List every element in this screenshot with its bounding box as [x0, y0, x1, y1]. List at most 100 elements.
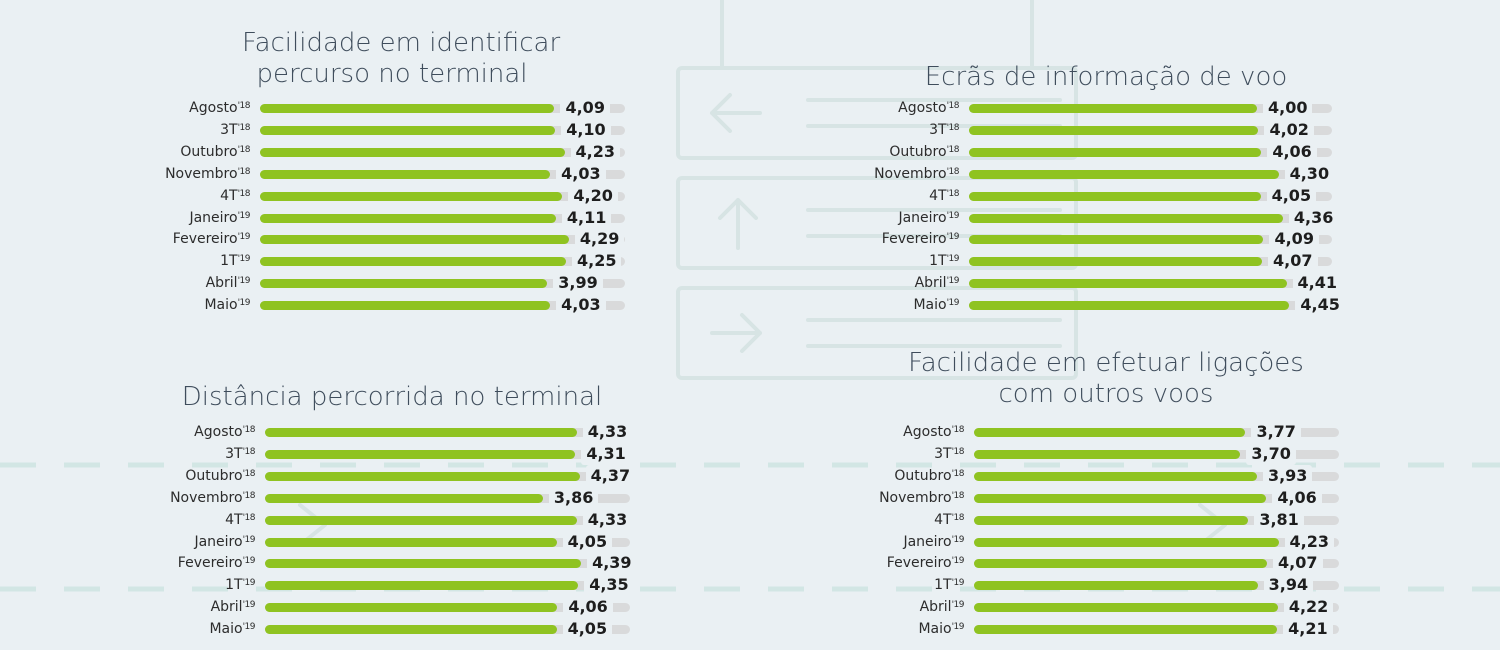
bar-row: Agosto'18 4,00 — [0, 97, 1352, 119]
category-year: '19 — [242, 622, 256, 633]
category-name: 4T — [220, 187, 238, 204]
category-name: Novembro — [879, 489, 952, 506]
category-year: '19 — [951, 578, 965, 589]
value-label: 4,31 — [581, 442, 631, 465]
bar-track — [260, 125, 625, 135]
bar-track — [260, 213, 625, 223]
bar-track — [265, 449, 630, 459]
category-year: '19 — [951, 556, 965, 567]
category-year: '18 — [237, 101, 251, 111]
category-label: Abril'19 — [0, 272, 960, 294]
category-label: 4T'18 — [0, 509, 255, 531]
category-label: Janeiro'19 — [0, 207, 250, 229]
bar-row: Novembro'18 4,03 — [0, 162, 645, 185]
bar-fill — [265, 581, 579, 591]
value-label: 4,41 — [1292, 272, 1342, 295]
bar-row: Abril'19 4,06 — [0, 596, 650, 619]
bar-track — [969, 257, 1332, 267]
chart-title-line-1: Facilidade em identificar — [242, 28, 561, 58]
category-name: Maio — [918, 621, 952, 638]
chart-title-line-1: Facilidade em efetuar ligações — [908, 348, 1304, 378]
bar-row: Novembro'18 4,30 — [0, 162, 1352, 185]
value-label: 4,23 — [570, 140, 621, 163]
category-label: Agosto'18 — [0, 421, 964, 443]
value-label: 4,33 — [582, 508, 633, 531]
category-year: '19 — [237, 254, 251, 265]
bar-fill — [265, 625, 557, 635]
category-label: Maio'19 — [0, 294, 250, 316]
category-year: '19 — [237, 210, 251, 221]
category-name: 1T — [929, 253, 947, 270]
category-label: Maio'19 — [0, 618, 255, 640]
bar-row: Abril'19 3,99 — [0, 272, 645, 295]
bar-fill — [265, 603, 558, 613]
category-label: Janeiro'19 — [0, 531, 964, 553]
bar-row: Agosto'18 3,77 — [0, 421, 1359, 443]
bar-track — [265, 471, 630, 481]
category-year: '19 — [951, 534, 965, 545]
bar-fill — [969, 104, 1257, 113]
bar-row: 4T'18 3,81 — [0, 508, 1359, 531]
category-name: Abril — [919, 599, 952, 616]
bar-track — [969, 279, 1332, 289]
bar-fill — [969, 257, 1263, 267]
bar-fill — [260, 125, 556, 135]
signage-panel-left — [676, 66, 1078, 160]
category-year: '18 — [237, 166, 251, 177]
chart-flight-info-screens: Ecrãs de informação de voo Agosto'18 4,00… — [0, 62, 1352, 315]
category-name: Janeiro — [903, 533, 952, 550]
bar-track — [260, 147, 625, 157]
category-label: 4T'18 — [0, 509, 964, 531]
bar-track — [969, 301, 1332, 311]
bar-fill — [969, 125, 1259, 135]
bar-fill — [969, 301, 1290, 311]
value-label: 4,21 — [1283, 618, 1333, 641]
bar-row: Maio'19 4,21 — [0, 618, 1359, 641]
category-label: Novembro'18 — [0, 487, 964, 509]
bar-fill — [969, 169, 1279, 179]
bar-track — [265, 493, 630, 503]
category-label: Fevereiro'19 — [0, 552, 965, 574]
bar-row: 4T'18 4,20 — [0, 184, 645, 207]
value-label: 4,06 — [1267, 140, 1317, 163]
category-name: 3T — [220, 121, 238, 138]
category-name: Janeiro — [898, 209, 947, 226]
bar-row: 1T'19 4,35 — [0, 574, 650, 597]
category-year: '18 — [946, 144, 960, 155]
bar-row: Janeiro'19 4,36 — [0, 206, 1352, 229]
category-name: Novembro — [874, 165, 947, 182]
value-label: 4,30 — [1284, 162, 1335, 185]
category-label: Outubro'18 — [0, 141, 250, 163]
category-name: Fevereiro — [881, 231, 947, 248]
bar-fill — [265, 471, 580, 481]
category-name: Fevereiro — [886, 555, 952, 572]
category-label: 1T'19 — [0, 574, 255, 596]
bar-fill — [265, 515, 577, 525]
value-label: 3,70 — [1246, 442, 1296, 465]
category-year: '19 — [237, 232, 251, 243]
category-name: Agosto — [898, 100, 947, 116]
bar-row: 3T'18 4,10 — [0, 118, 645, 141]
category-year: '19 — [242, 600, 256, 611]
bar-row: 3T'18 4,02 — [0, 118, 1352, 141]
bar-row: Abril'19 4,41 — [0, 272, 1352, 295]
bar-track — [974, 515, 1339, 525]
bar-fill — [265, 449, 576, 459]
value-label: 4,25 — [572, 250, 622, 273]
bar-fill — [260, 235, 569, 245]
value-label: 4,10 — [561, 118, 611, 141]
bar-row: Abril'19 4,22 — [0, 596, 1359, 619]
bar-row: Fevereiro'19 4,07 — [0, 552, 1359, 575]
category-name: 3T — [225, 445, 243, 462]
bar-track — [969, 191, 1332, 201]
category-name: Novembro — [165, 165, 238, 182]
category-name: Outubro — [889, 143, 947, 160]
value-label: 4,05 — [562, 530, 613, 553]
value-label: 4,29 — [574, 228, 625, 251]
category-year: '19 — [946, 254, 960, 265]
arrow-left-icon — [710, 93, 762, 133]
bar-fill — [974, 449, 1241, 459]
value-label: 4,37 — [585, 464, 636, 487]
value-label: 3,94 — [1263, 574, 1314, 597]
